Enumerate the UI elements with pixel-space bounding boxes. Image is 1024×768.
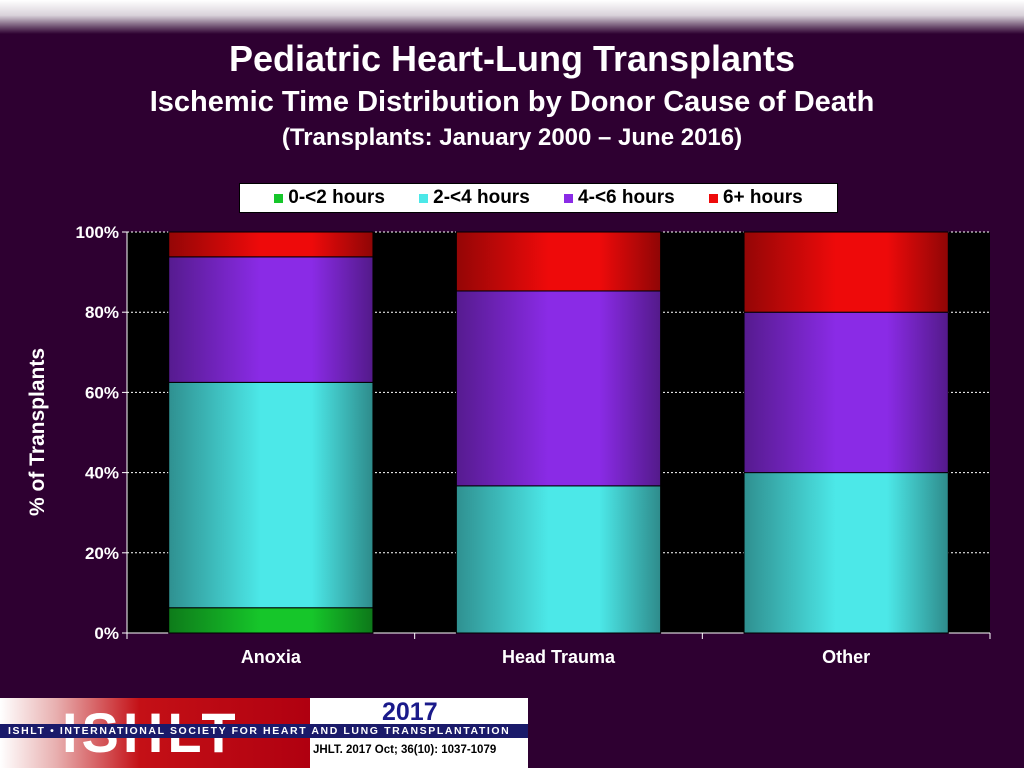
y-tick-label-2: 40%	[85, 464, 119, 483]
ishlt-logo: ISHLT ISHLT • INTERNATIONAL SOCIETY FOR …	[0, 698, 528, 768]
legend-label-1: 2-<4 hours	[433, 187, 530, 208]
legend-item-2: 4-<6 hours	[564, 187, 675, 209]
bar-2-1	[743, 472, 949, 634]
legend-item-0: 0-<2 hours	[274, 187, 385, 209]
citation: JHLT. 2017 Oct; 36(10): 1037-1079	[313, 744, 497, 756]
legend-swatch-2	[564, 193, 574, 203]
bar-0-2	[168, 256, 374, 383]
x-tick-label-0: Anoxia	[241, 647, 302, 667]
legend-item-1: 2-<4 hours	[419, 187, 530, 209]
legend-swatch-1	[419, 193, 429, 203]
x-tick-label-1: Head Trauma	[502, 647, 616, 667]
stacked-bar-chart: 0% 20% 40% 60% 80% 100% Anoxia Head Trauma Other	[76, 223, 991, 667]
y-tick-label-1: 20%	[85, 544, 119, 563]
legend-swatch-3	[708, 193, 718, 203]
bar-1-2	[455, 290, 662, 487]
logo-strip	[0, 724, 528, 738]
legend-label-2: 4-<6 hours	[578, 187, 675, 208]
bar-0-0	[168, 607, 374, 634]
logo-org-name: ISHLT • INTERNATIONAL SOCIETY FOR HEART …	[8, 725, 511, 737]
chart-period: (Transplants: January 2000 – June 2016)	[281, 124, 743, 151]
bar-2-3	[743, 231, 949, 313]
bar-2-2	[743, 311, 949, 474]
bar-0-3	[168, 231, 374, 258]
chart-subtitle: Ischemic Time Distribution by Donor Caus…	[149, 86, 875, 118]
logo-year: 2017	[382, 698, 438, 726]
bar-1-1	[455, 485, 662, 634]
bar-1-3	[455, 231, 662, 292]
legend-label-3: 6+ hours	[722, 187, 803, 208]
chart-title: Pediatric Heart-Lung Transplants	[228, 38, 796, 79]
y-tick-label-3: 60%	[85, 383, 119, 402]
legend-label-0: 0-<2 hours	[288, 187, 385, 208]
chart-legend: 0-<2 hours 2-<4 hours 4-<6 hours 6+ hour…	[239, 183, 838, 213]
bar-0-1	[168, 381, 374, 609]
legend-item-3: 6+ hours	[708, 187, 803, 209]
legend-swatch-0	[274, 193, 284, 203]
y-tick-label-5: 100%	[76, 223, 119, 242]
y-tick-label-4: 80%	[85, 303, 119, 322]
top-gradient-band	[0, 0, 1024, 34]
y-tick-label-0: 0%	[94, 624, 119, 643]
x-tick-label-2: Other	[822, 647, 870, 667]
